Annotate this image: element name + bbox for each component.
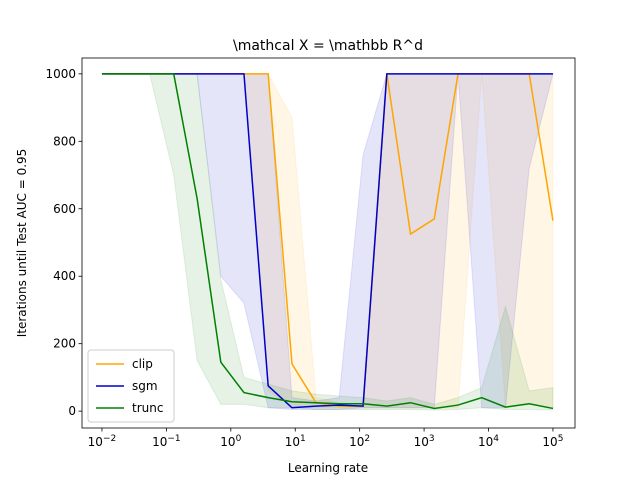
x-tick-label: 102 xyxy=(349,434,370,449)
y-tick-label: 600 xyxy=(53,202,76,216)
y-tick-label: 0 xyxy=(68,404,76,418)
x-axis-label: Learning rate xyxy=(288,461,368,475)
y-tick-label: 400 xyxy=(53,269,76,283)
legend-label: sgm xyxy=(132,379,158,393)
legend-box xyxy=(87,349,175,423)
x-tick-label: 101 xyxy=(285,434,306,449)
x-tick-label: 105 xyxy=(542,434,563,449)
error-band xyxy=(101,73,554,411)
plot-frame xyxy=(81,57,576,429)
y-tick-label: 200 xyxy=(53,337,76,351)
line xyxy=(101,73,554,410)
x-tick-label: 10−2 xyxy=(88,434,117,449)
y-tick-label: 800 xyxy=(53,134,76,148)
line xyxy=(101,73,553,409)
x-tick-label: 100 xyxy=(220,434,241,449)
legend-label: clip xyxy=(132,357,153,371)
chart-title: \mathcal X = \mathbb R^d xyxy=(233,38,423,54)
y-axis-label: Iterations until Test AUC = 0.95 xyxy=(15,149,29,338)
legend-label: trunc xyxy=(132,401,163,415)
y-tick-label: 1000 xyxy=(45,67,76,81)
x-tick-label: 103 xyxy=(414,434,435,449)
x-tick-label: 104 xyxy=(478,434,499,449)
x-tick-label: 10−1 xyxy=(152,434,181,449)
